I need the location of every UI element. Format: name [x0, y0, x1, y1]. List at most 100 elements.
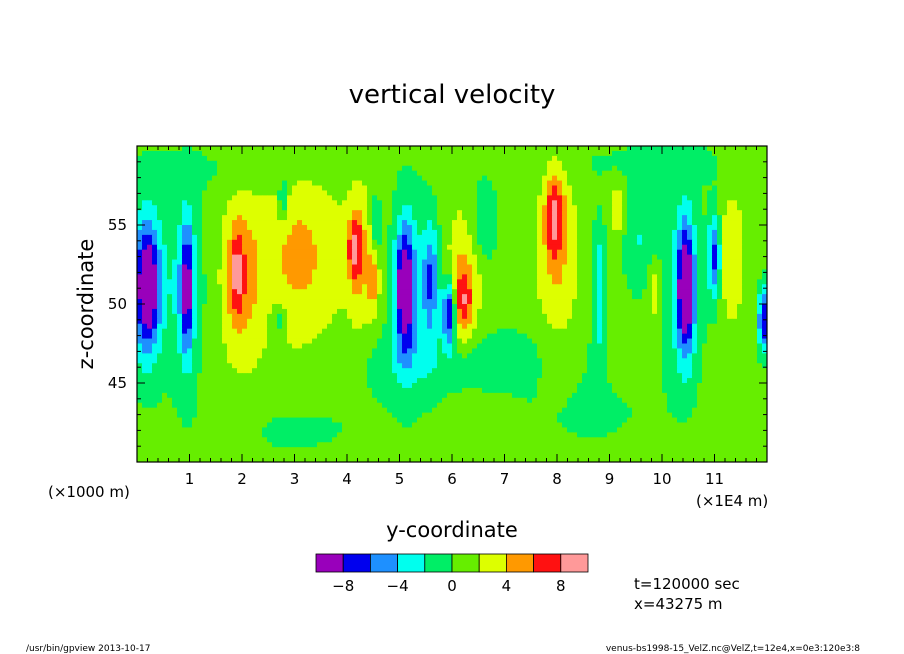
contour-cell	[462, 308, 468, 315]
contour-cell	[617, 239, 623, 246]
contour-cell	[357, 318, 363, 325]
contour-cell	[492, 200, 498, 206]
contour-cell	[687, 175, 693, 181]
contour-cell	[147, 308, 153, 315]
contour-cell	[332, 165, 338, 172]
contour-cell	[442, 299, 448, 305]
contour-cell	[522, 155, 528, 162]
contour-cell	[272, 244, 278, 251]
contour-cell	[717, 200, 723, 206]
contour-cell	[187, 229, 193, 236]
contour-cell	[212, 225, 218, 231]
contour-cell	[167, 323, 173, 330]
contour-cell	[697, 289, 703, 295]
contour-cell	[677, 284, 683, 290]
contour-cell	[427, 185, 433, 191]
contour-cell	[677, 150, 683, 157]
contour-cell	[397, 304, 403, 310]
contour-cell	[262, 175, 268, 181]
contour-cell	[602, 195, 608, 201]
contour-cell	[352, 190, 358, 196]
contour-cell	[222, 318, 228, 325]
contour-cell	[667, 274, 673, 280]
contour-cell	[377, 299, 383, 305]
contour-cell	[562, 239, 568, 246]
contour-cell	[747, 264, 753, 270]
contour-cell	[507, 160, 513, 167]
contour-cell	[552, 299, 558, 305]
contour-cell	[412, 170, 418, 177]
contour-cell	[207, 328, 213, 335]
contour-cell	[392, 279, 398, 285]
contour-cell	[722, 185, 728, 191]
contour-cell	[537, 279, 543, 285]
contour-cell	[692, 249, 698, 256]
contour-cell	[412, 244, 418, 251]
contour-cell	[687, 328, 693, 335]
contour-cell	[727, 259, 733, 265]
contour-cell	[362, 313, 368, 320]
contour-cell	[682, 264, 688, 270]
contour-cell	[187, 244, 193, 251]
contour-cell	[627, 170, 633, 177]
contour-cell	[402, 205, 408, 211]
contour-cell	[522, 234, 528, 241]
contour-cell	[617, 234, 623, 241]
contour-cell	[302, 294, 308, 300]
contour-cell	[382, 299, 388, 305]
contour-cell	[152, 338, 158, 344]
contour-cell	[472, 234, 478, 241]
contour-cell	[517, 294, 523, 300]
contour-cell	[752, 289, 758, 295]
contour-cell	[277, 308, 283, 315]
contour-cell	[732, 304, 738, 310]
contour-cell	[702, 264, 708, 270]
contour-cell	[142, 185, 148, 191]
contour-cell	[497, 165, 503, 172]
contour-cell	[487, 155, 493, 162]
contour-cell	[267, 313, 273, 320]
contour-cell	[372, 318, 378, 325]
contour-cell	[597, 264, 603, 270]
contour-cell	[232, 234, 238, 241]
contour-cell	[632, 308, 638, 315]
contour-cell	[697, 215, 703, 221]
contour-cell	[487, 234, 493, 241]
contour-cell	[657, 229, 663, 236]
contour-cell	[257, 150, 263, 157]
contour-cell	[167, 308, 173, 315]
contour-cell	[477, 165, 483, 172]
contour-cell	[422, 304, 428, 310]
contour-cell	[532, 279, 538, 285]
contour-cell	[717, 220, 723, 226]
contour-cell	[447, 160, 453, 167]
contour-cell	[422, 274, 428, 280]
contour-cell	[752, 333, 758, 339]
contour-cell	[322, 210, 328, 216]
contour-cell	[162, 146, 168, 152]
contour-cell	[587, 234, 593, 241]
contour-cell	[362, 294, 368, 300]
contour-cell	[507, 308, 513, 315]
contour-cell	[277, 274, 283, 280]
contour-cell	[662, 289, 668, 295]
contour-cell	[402, 175, 408, 181]
contour-cell	[427, 170, 433, 177]
contour-cell	[412, 323, 418, 330]
contour-cell	[212, 239, 218, 246]
contour-cell	[507, 225, 513, 231]
contour-cell	[547, 294, 553, 300]
contour-cell	[732, 244, 738, 251]
contour-cell	[577, 146, 583, 152]
contour-cell	[427, 180, 433, 186]
contour-cell	[262, 338, 268, 344]
contour-cell	[147, 279, 153, 285]
contour-cell	[542, 299, 548, 305]
contour-cell	[297, 150, 303, 157]
contour-cell	[677, 180, 683, 186]
contour-cell	[632, 323, 638, 330]
contour-cell	[507, 170, 513, 177]
contour-cell	[182, 150, 188, 157]
contour-cell	[357, 289, 363, 295]
contour-cell	[192, 299, 198, 305]
